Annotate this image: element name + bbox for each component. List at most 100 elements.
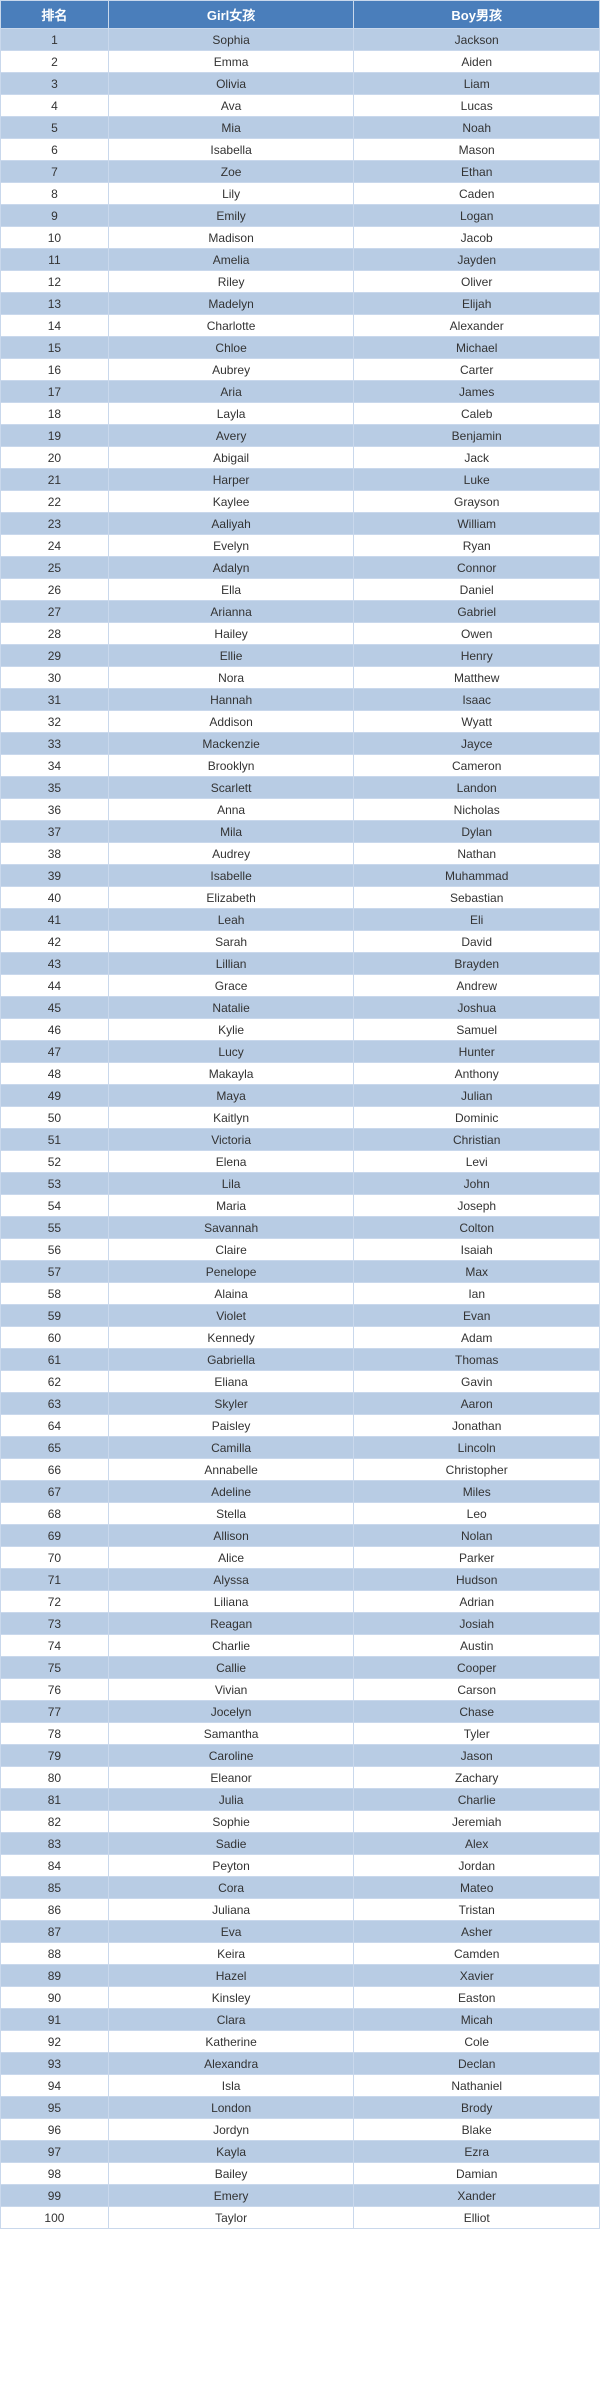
cell-girl: Elena	[108, 1151, 354, 1173]
cell-girl: Victoria	[108, 1129, 354, 1151]
cell-girl: Kaylee	[108, 491, 354, 513]
cell-girl: Olivia	[108, 73, 354, 95]
cell-boy: Ezra	[354, 2141, 600, 2163]
cell-rank: 81	[1, 1789, 109, 1811]
cell-boy: Christian	[354, 1129, 600, 1151]
cell-rank: 78	[1, 1723, 109, 1745]
cell-rank: 92	[1, 2031, 109, 2053]
cell-girl: Alexandra	[108, 2053, 354, 2075]
cell-boy: James	[354, 381, 600, 403]
table-row: 18LaylaCaleb	[1, 403, 600, 425]
cell-girl: Lily	[108, 183, 354, 205]
cell-girl: Katherine	[108, 2031, 354, 2053]
cell-rank: 98	[1, 2163, 109, 2185]
cell-girl: Sarah	[108, 931, 354, 953]
cell-boy: Aiden	[354, 51, 600, 73]
table-row: 80EleanorZachary	[1, 1767, 600, 1789]
table-row: 99EmeryXander	[1, 2185, 600, 2207]
cell-girl: Peyton	[108, 1855, 354, 1877]
cell-rank: 5	[1, 117, 109, 139]
cell-rank: 50	[1, 1107, 109, 1129]
table-row: 69AllisonNolan	[1, 1525, 600, 1547]
cell-rank: 71	[1, 1569, 109, 1591]
cell-girl: Makayla	[108, 1063, 354, 1085]
table-row: 19AveryBenjamin	[1, 425, 600, 447]
table-row: 85CoraMateo	[1, 1877, 600, 1899]
cell-boy: Carson	[354, 1679, 600, 1701]
cell-boy: Alexander	[354, 315, 600, 337]
table-row: 50KaitlynDominic	[1, 1107, 600, 1129]
cell-boy: Levi	[354, 1151, 600, 1173]
cell-girl: Ava	[108, 95, 354, 117]
cell-boy: Brayden	[354, 953, 600, 975]
cell-boy: Christopher	[354, 1459, 600, 1481]
table-row: 93AlexandraDeclan	[1, 2053, 600, 2075]
table-row: 4AvaLucas	[1, 95, 600, 117]
cell-boy: Sebastian	[354, 887, 600, 909]
cell-boy: Ethan	[354, 161, 600, 183]
cell-rank: 85	[1, 1877, 109, 1899]
table-row: 36AnnaNicholas	[1, 799, 600, 821]
cell-boy: Declan	[354, 2053, 600, 2075]
cell-girl: Lillian	[108, 953, 354, 975]
cell-girl: Emma	[108, 51, 354, 73]
cell-rank: 89	[1, 1965, 109, 1987]
table-row: 26EllaDaniel	[1, 579, 600, 601]
cell-girl: Anna	[108, 799, 354, 821]
table-row: 84PeytonJordan	[1, 1855, 600, 1877]
cell-girl: Kennedy	[108, 1327, 354, 1349]
table-row: 71AlyssaHudson	[1, 1569, 600, 1591]
cell-boy: Brody	[354, 2097, 600, 2119]
table-row: 43LillianBrayden	[1, 953, 600, 975]
cell-rank: 67	[1, 1481, 109, 1503]
table-row: 60KennedyAdam	[1, 1327, 600, 1349]
cell-boy: Julian	[354, 1085, 600, 1107]
cell-boy: Austin	[354, 1635, 600, 1657]
cell-rank: 2	[1, 51, 109, 73]
cell-rank: 94	[1, 2075, 109, 2097]
cell-girl: Alyssa	[108, 1569, 354, 1591]
table-row: 82SophieJeremiah	[1, 1811, 600, 1833]
cell-boy: Luke	[354, 469, 600, 491]
cell-rank: 32	[1, 711, 109, 733]
cell-boy: Nathaniel	[354, 2075, 600, 2097]
cell-rank: 97	[1, 2141, 109, 2163]
cell-girl: Julia	[108, 1789, 354, 1811]
cell-boy: John	[354, 1173, 600, 1195]
table-row: 68StellaLeo	[1, 1503, 600, 1525]
cell-boy: Owen	[354, 623, 600, 645]
cell-boy: Andrew	[354, 975, 600, 997]
cell-rank: 100	[1, 2207, 109, 2229]
cell-boy: Carter	[354, 359, 600, 381]
cell-boy: Elliot	[354, 2207, 600, 2229]
table-row: 34BrooklynCameron	[1, 755, 600, 777]
cell-rank: 60	[1, 1327, 109, 1349]
cell-boy: Anthony	[354, 1063, 600, 1085]
cell-boy: Blake	[354, 2119, 600, 2141]
cell-girl: Brooklyn	[108, 755, 354, 777]
cell-rank: 33	[1, 733, 109, 755]
cell-rank: 70	[1, 1547, 109, 1569]
cell-boy: Noah	[354, 117, 600, 139]
cell-girl: Skyler	[108, 1393, 354, 1415]
table-row: 16AubreyCarter	[1, 359, 600, 381]
cell-rank: 56	[1, 1239, 109, 1261]
table-row: 32AddisonWyatt	[1, 711, 600, 733]
table-row: 38AudreyNathan	[1, 843, 600, 865]
cell-girl: Ellie	[108, 645, 354, 667]
cell-rank: 55	[1, 1217, 109, 1239]
table-row: 65CamillaLincoln	[1, 1437, 600, 1459]
table-row: 1SophiaJackson	[1, 29, 600, 51]
table-row: 55SavannahColton	[1, 1217, 600, 1239]
cell-boy: Aaron	[354, 1393, 600, 1415]
table-row: 74CharlieAustin	[1, 1635, 600, 1657]
cell-rank: 93	[1, 2053, 109, 2075]
cell-boy: Tristan	[354, 1899, 600, 1921]
cell-girl: Amelia	[108, 249, 354, 271]
cell-girl: Jocelyn	[108, 1701, 354, 1723]
table-row: 51VictoriaChristian	[1, 1129, 600, 1151]
cell-rank: 14	[1, 315, 109, 337]
cell-rank: 63	[1, 1393, 109, 1415]
cell-boy: Nicholas	[354, 799, 600, 821]
cell-girl: Elizabeth	[108, 887, 354, 909]
